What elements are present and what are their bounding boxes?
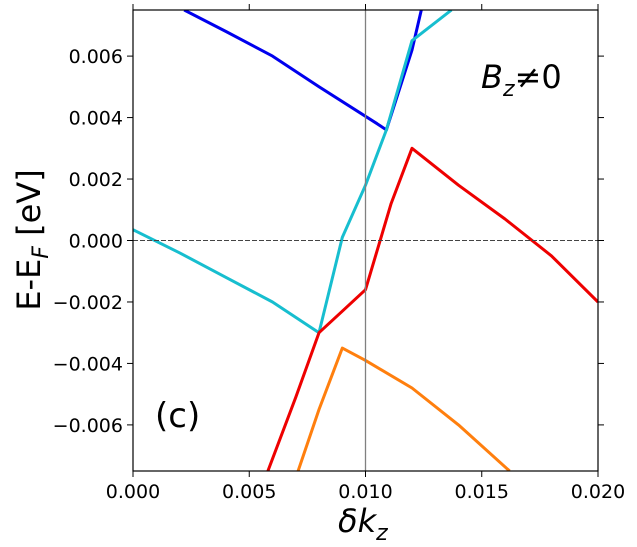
y-axis-label-sub: F <box>29 246 54 259</box>
panel-label: (c) <box>155 396 200 436</box>
field-annotation-main: B <box>481 58 503 96</box>
x-tick-label: 0.010 <box>338 481 392 503</box>
series-line-3 <box>266 146 598 471</box>
x-tick-label: 0.005 <box>222 481 276 503</box>
x-axis-label: δkz <box>338 502 388 546</box>
axis-ticks: 0.000 0.005 0.010 0.015 0.020 0.006 0.004 0.002… <box>53 4 625 503</box>
series-layer <box>133 10 598 471</box>
y-tick-label: −0.004 <box>53 353 123 375</box>
y-axis-label-main: E-E <box>10 259 48 311</box>
field-annotation-rest: ≠0 <box>515 58 562 96</box>
x-axis-label-sub: z <box>375 521 388 546</box>
x-tick-label: 0.015 <box>455 481 509 503</box>
field-annotation: Bz≠0 <box>481 58 562 102</box>
y-tick-label: −0.006 <box>53 415 123 437</box>
y-tick-label: 0.004 <box>69 108 123 130</box>
series-line-4 <box>296 346 511 471</box>
series-line-2 <box>133 10 453 335</box>
y-axis-label: E-EF [eV] <box>10 169 54 310</box>
y-tick-label: −0.002 <box>53 292 123 314</box>
y-tick-label: 0.006 <box>69 46 123 68</box>
x-tick-label: 0.020 <box>571 481 625 503</box>
y-tick-label: 0.000 <box>69 231 123 253</box>
series-line-1 <box>183 10 423 132</box>
y-axis-label-unit: [eV] <box>10 169 48 246</box>
x-tick-label: 0.000 <box>106 481 160 503</box>
field-annotation-sub: z <box>502 77 515 102</box>
y-tick-label: 0.002 <box>69 169 123 191</box>
reference-lines <box>133 10 598 471</box>
x-axis-label-main: δk <box>338 502 378 540</box>
